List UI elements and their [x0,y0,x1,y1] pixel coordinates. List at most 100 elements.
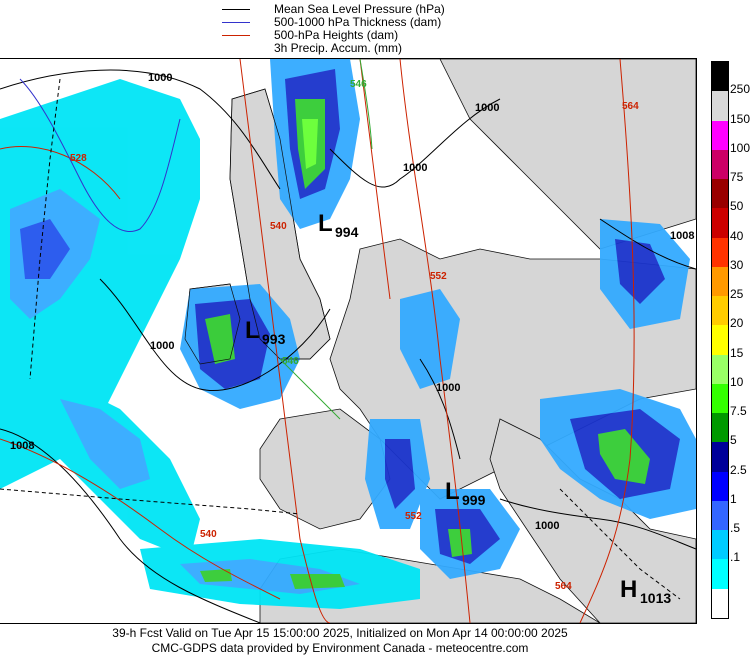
precip-area [385,439,415,509]
pressure-centers: L 994 L 993 L 999 H 1013 [245,210,671,606]
pressure-center-value: 993 [262,331,286,347]
precip-area [448,529,472,557]
isobar-layer [0,69,696,623]
colorbar-label: 75 [730,170,744,185]
colorbar-label: .1 [730,550,741,565]
coastline-ireland [184,283,241,365]
legend-swatch-heights [222,35,250,36]
isobar-label: 1008 [10,440,34,452]
height-contour [579,59,635,623]
height-contour [239,59,331,623]
coastline-layer [184,88,331,365]
height-label: 528 [70,153,87,164]
colorbar-label: 10 [730,374,744,389]
thickness-contour [19,78,181,232]
colorbar-label: 5 [730,433,737,448]
colorbar-swatch [712,559,728,590]
precip-area [615,239,665,304]
precip-area [598,429,650,484]
legend-label-heights: 500-hPa Heights (dam) [274,28,399,42]
height-labels: 528 540 540 546 546 552 552 564 564 [70,79,639,592]
colorbar-swatch [712,588,728,619]
forecast-valid-time: 39-h Fcst Valid on Tue Apr 15 15:00:00 2… [112,626,568,640]
colorbar-label: 100 [730,140,750,155]
colorbar-swatch [712,413,728,443]
precip-area [400,289,460,389]
height-label: 564 [555,581,572,592]
weather-map-canvas: 1000 1000 1000 1000 1000 1000 1008 1008 … [0,59,696,623]
colorbar-label: 7.5 [730,404,747,419]
pressure-center-type: L [245,317,260,344]
colorbar-label: 50 [730,199,744,214]
height-contour [359,59,391,300]
colorbar-swatch [712,530,728,560]
height-label: 540 [270,221,287,232]
isobar-label: 1000 [535,520,559,532]
height-label: 552 [430,271,447,282]
height-label: 564 [622,101,639,112]
colorbar-swatch [712,237,728,268]
thickness-layer [19,78,181,232]
colorbar-swatch [712,208,728,239]
thickness-green-layer [279,59,373,420]
height-contour [0,145,121,200]
isobar-line [599,218,696,270]
colorbar-swatch [712,442,728,473]
colorbar-swatch [712,62,728,92]
landmass-iberia [259,408,391,530]
thickness-contour [359,59,373,150]
isobar-label: 1000 [148,72,172,84]
isobar-label: 1000 [436,382,460,394]
isobar-line [0,69,281,190]
colorbar-label: 2.5 [730,462,747,477]
pressure-center-value: 1013 [640,590,671,606]
isobar-line [0,428,261,623]
thickness-contour [279,358,341,420]
height-contour [0,438,281,600]
isobar-label: 1000 [150,340,174,352]
isobar-label: 1008 [670,230,694,242]
dashed-contour [559,488,681,600]
dashed-layer [0,78,681,600]
dashed-contour [29,78,61,380]
isobar-label: 1000 [475,102,499,114]
colorbar-label: 25 [730,287,744,302]
height-layer [0,59,635,623]
isobar-labels: 1000 1000 1000 1000 1000 1000 1008 1008 [10,72,694,532]
map-footer: 39-h Fcst Valid on Tue Apr 15 15:00:00 2… [0,624,750,656]
map-legend: Mean Sea Level Pressure (hPa) 500-1000 h… [0,0,750,58]
colorbar-swatch [712,266,728,297]
colorbar-swatch [712,120,728,151]
pressure-center-type: L [445,478,460,505]
precip-area [20,219,70,279]
height-contour [399,59,471,623]
colorbar-label: 20 [730,316,744,331]
legend-swatch-thickness [222,22,250,23]
height-label: 540 [200,529,217,540]
weather-map: 1000 1000 1000 1000 1000 1000 1008 1008 … [0,58,697,624]
precip-area [290,574,345,589]
precip-colorbar [711,61,729,619]
isobar-label: 1000 [403,162,427,174]
landmass-scandinavia [300,59,696,250]
isobar-line [419,358,461,460]
precip-area [60,399,150,489]
legend-label-mslp: Mean Sea Level Pressure (hPa) [274,2,445,16]
low-center-993: L 993 [245,317,286,347]
colorbar-label: 30 [730,257,744,272]
pressure-center-type: L [318,210,333,237]
colorbar-label: 15 [730,345,744,360]
height-label: 546 [282,356,299,367]
colorbar-swatch [712,149,728,180]
isobar-line [99,278,331,391]
legend-swatch-mslp [222,9,250,10]
isobar-line [329,98,501,188]
colorbar-label: 150 [730,111,750,126]
colorbar-swatch [712,179,728,209]
pressure-center-value: 999 [462,492,486,508]
colorbar-swatch [712,296,728,326]
precip-area [302,119,318,169]
height-label: 546 [350,79,367,90]
colorbar-swatch [712,471,728,502]
colorbar-swatch [712,91,728,121]
